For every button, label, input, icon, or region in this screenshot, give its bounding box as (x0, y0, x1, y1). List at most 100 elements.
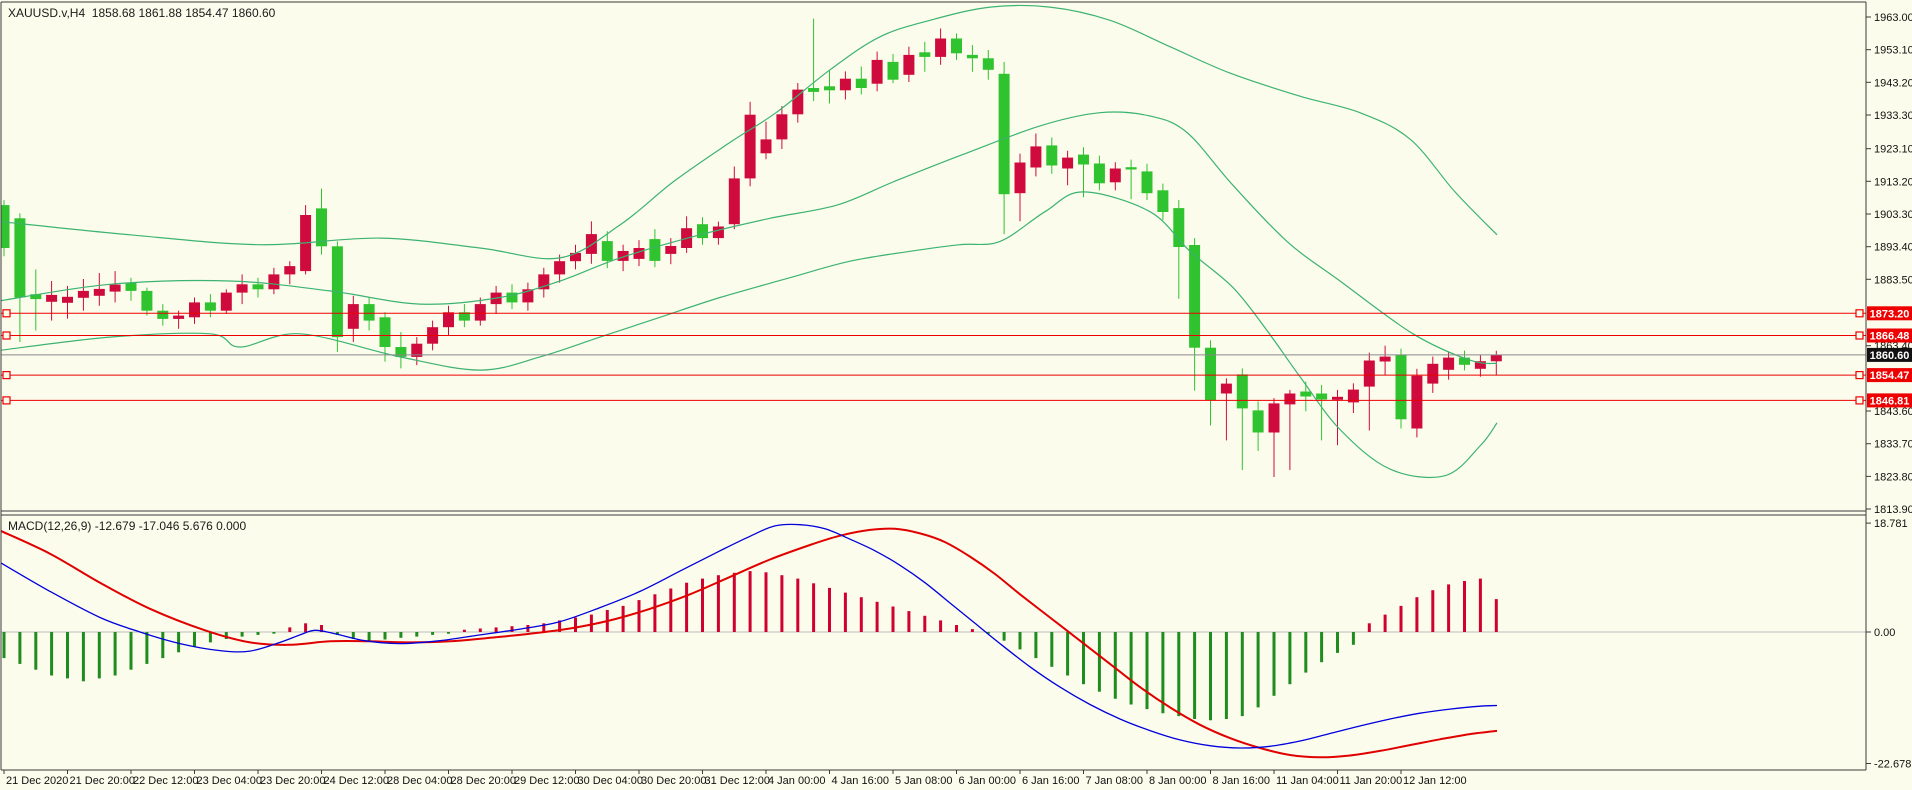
candle-body (125, 282, 137, 291)
candle-body (839, 78, 851, 91)
candle-body (633, 248, 645, 259)
candle-body (395, 347, 407, 357)
band-lower-line (1, 191, 1498, 478)
candle-body (157, 310, 169, 319)
candle-body (46, 294, 58, 302)
macd-signal-line (1, 527, 1498, 759)
candle-body (1459, 357, 1470, 365)
price-axis-label: 1903.30 (1874, 209, 1912, 221)
price-axis-label: 1893.40 (1874, 242, 1912, 254)
candle-body (903, 54, 915, 75)
candle-body (554, 261, 566, 275)
candle-body (1379, 356, 1391, 362)
current-price-badge[interactable] (1867, 347, 1912, 362)
time-axis-label: 23 Dec 04:00 (197, 775, 262, 787)
price-axis-label: 1923.10 (1874, 144, 1912, 156)
price-level-anchor[interactable] (1855, 309, 1864, 318)
candle-body (141, 290, 153, 311)
price-level-badge[interactable] (1867, 306, 1912, 321)
current-price-badge-text: 1860.60 (1870, 350, 1910, 362)
macd-main-line (1, 523, 1498, 749)
macd-panel[interactable] (0, 523, 1866, 759)
time-axis-label: 22 Dec 12:00 (133, 775, 198, 787)
price-level-anchor[interactable] (2, 309, 11, 318)
price-level-badge-text: 1873.20 (1870, 308, 1910, 320)
candle-body (189, 302, 200, 318)
time-axis-label: 11 Jan 04:00 (1276, 775, 1339, 787)
time-axis-label: 4 Jan 16:00 (832, 775, 890, 787)
price-level-anchor[interactable] (1855, 396, 1864, 405)
candle-body (1443, 357, 1455, 370)
time-axis-label: 8 Jan 16:00 (1213, 775, 1271, 787)
time-axis-label: 21 Dec 2020 (6, 775, 68, 787)
price-level-anchor[interactable] (2, 396, 11, 405)
candle-body (1220, 383, 1232, 394)
time-axis-label: 8 Jan 00:00 (1149, 775, 1207, 787)
candle-body (1411, 375, 1423, 429)
candle-body (919, 52, 931, 57)
candle-body (236, 284, 248, 293)
time-axis-label: 28 Dec 20:00 (451, 775, 516, 787)
macd-axis-label: -22.678 (1874, 759, 1911, 771)
candle-body (824, 86, 835, 91)
price-level-badge-text: 1854.47 (1870, 370, 1910, 382)
time-axis-label: 29 Dec 12:00 (514, 775, 579, 787)
candle-body (411, 343, 423, 357)
candle-body (855, 78, 867, 88)
candle-body (1189, 245, 1201, 348)
candle-body (1173, 208, 1185, 247)
time-axis-label: 5 Jan 08:00 (895, 775, 953, 787)
candle-body (284, 266, 296, 275)
candle-body (347, 304, 359, 329)
time-axis-label: 12 Jan 12:00 (1403, 775, 1467, 787)
candle-body (77, 290, 89, 298)
candle-body (220, 292, 232, 311)
candle-body (966, 54, 978, 59)
price-level-badge-text: 1846.81 (1870, 395, 1910, 407)
candle-body (1078, 154, 1089, 165)
price-level-badge[interactable] (1867, 328, 1912, 343)
price-axis-label: 1813.90 (1874, 504, 1912, 516)
price-level-badge[interactable] (1867, 368, 1912, 383)
price-panel[interactable] (0, 4, 1502, 478)
band-upper-line (1, 4, 1498, 260)
time-axis-label: 30 Dec 20:00 (641, 775, 706, 787)
candle-body (1062, 157, 1074, 169)
price-axis-label: 1913.20 (1874, 176, 1912, 188)
candle-body (712, 226, 724, 239)
candle-body (1316, 393, 1328, 400)
price-axis-label: 1883.50 (1874, 274, 1912, 286)
candle-body (173, 315, 185, 319)
candle-body (871, 59, 883, 84)
candle-body (14, 218, 26, 298)
price-axis-label: 1943.20 (1874, 77, 1912, 89)
time-axis-label: 6 Jan 00:00 (959, 775, 1017, 787)
time-axis-label: 11 Jan 20:00 (1340, 775, 1403, 787)
price-level-badge-text: 1866.48 (1870, 331, 1910, 343)
price-level-anchor[interactable] (2, 371, 11, 380)
price-level-anchor[interactable] (2, 331, 11, 340)
time-axis-label: 7 Jan 08:00 (1086, 775, 1144, 787)
candle-body (1093, 163, 1105, 184)
time-axis-label: 4 Jan 00:00 (768, 775, 826, 787)
candle-body (1236, 374, 1248, 409)
price-axis-label: 1963.00 (1874, 12, 1912, 24)
candle-body (316, 208, 327, 247)
macd-axis-label: 18.781 (1874, 518, 1908, 530)
chart-title: XAUUSD.v,H4 1858.68 1861.88 1854.47 1860… (8, 6, 276, 20)
price-level-anchor[interactable] (1855, 371, 1864, 380)
candle-body (30, 294, 42, 300)
candle-body (1030, 146, 1042, 168)
candle-body (1109, 168, 1121, 183)
price-level-badge[interactable] (1867, 393, 1912, 408)
candle-body (62, 296, 73, 303)
candle-body (268, 274, 280, 290)
candle-body (474, 304, 486, 321)
candle-body (204, 302, 216, 311)
candle-body (585, 234, 597, 254)
price-level-anchor[interactable] (1855, 331, 1864, 340)
candle-body (109, 284, 121, 292)
price-axis-label: 1833.70 (1874, 439, 1912, 451)
